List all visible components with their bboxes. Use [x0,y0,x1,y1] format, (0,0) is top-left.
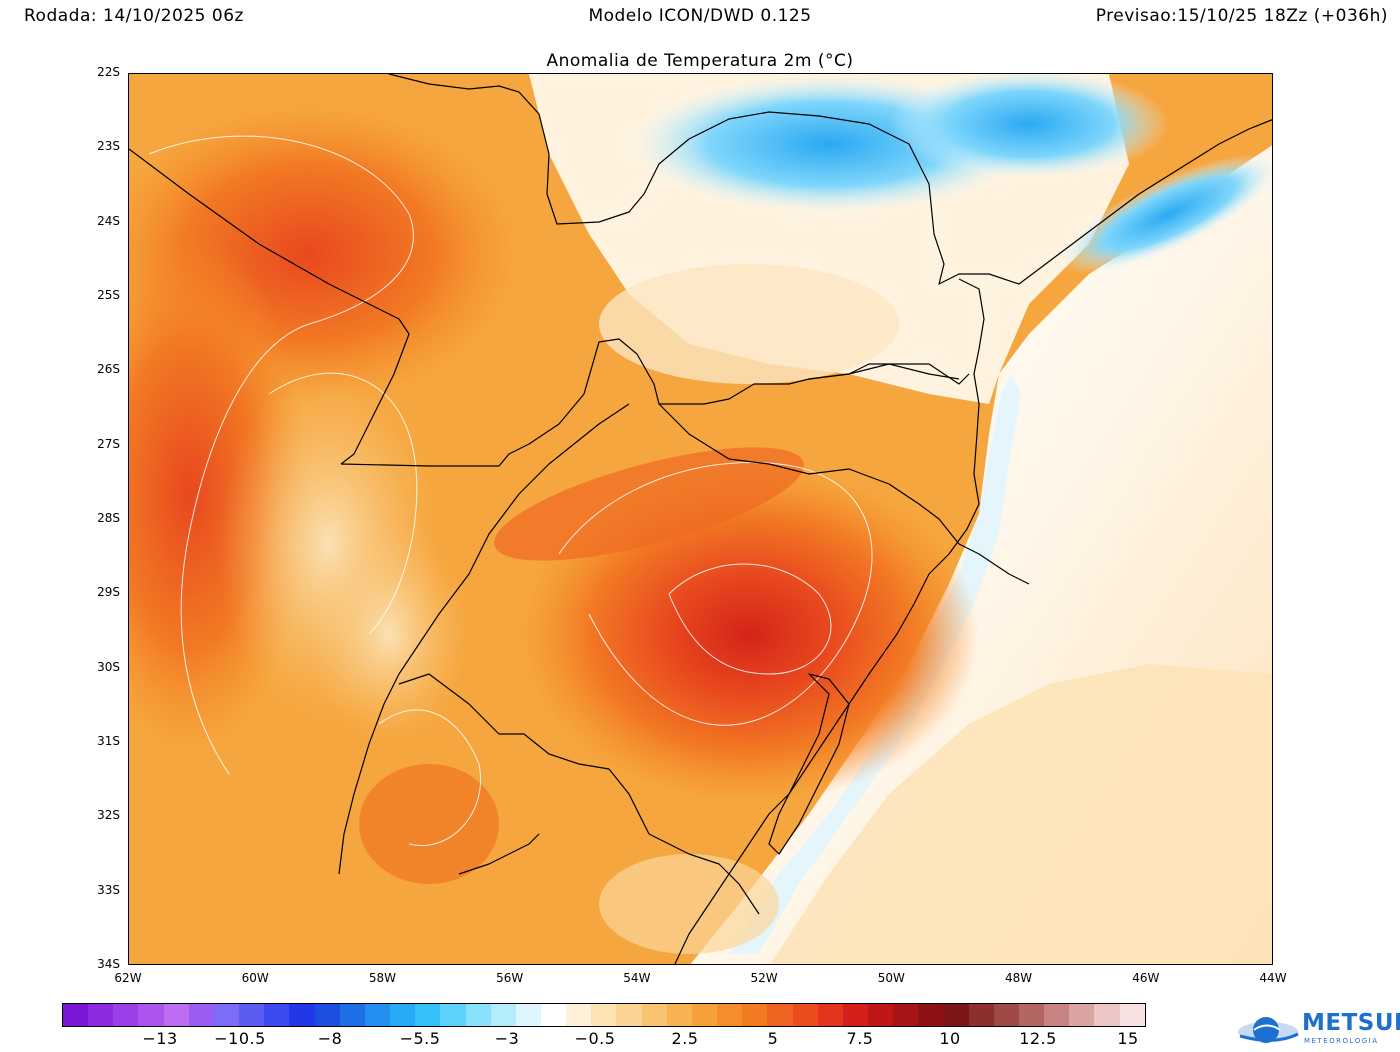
colorbar-swatch [163,1004,189,1026]
colorbar-swatch [490,1004,516,1026]
coast-blue-patch [1059,154,1272,274]
rs-hot-core [519,464,979,804]
longitude-label: 44W [1259,971,1287,985]
colorbar [62,1003,1146,1027]
argentina-pale-2 [309,524,469,744]
borders [129,74,1272,964]
run-time-label: Rodada: 14/10/2025 06z [24,6,244,26]
colorbar-swatch [314,1004,340,1026]
colorbar-swatch [968,1004,994,1026]
latitude-label: 30S [97,659,120,674]
globe-icon [1238,1017,1299,1043]
colorbar-label: −3 [494,1029,520,1048]
longitude-label: 60W [241,971,269,985]
colorbar-swatch [742,1004,768,1026]
latitude-label: 22S [97,65,120,79]
colorbar-label: 7.5 [846,1029,874,1048]
colorbar-label: 2.5 [671,1029,699,1048]
latitude-label: 33S [97,882,120,897]
colorbar-swatch [440,1004,466,1026]
colorbar-label: 10 [939,1029,961,1048]
latitude-label: 26S [97,362,120,377]
colorbar-swatch [1094,1004,1120,1026]
latitude-label: 23S [97,139,120,154]
colorbar-swatch [88,1004,114,1026]
colorbar-swatch [993,1004,1019,1026]
colorbar-swatch [415,1004,441,1026]
colorbar-swatch [566,1004,592,1026]
longitude-label: 50W [877,971,905,985]
colorbar-swatch [264,1004,290,1026]
latitude-label: 31S [97,734,120,748]
colorbar-swatch [943,1004,969,1026]
colorbar-swatch [591,1004,617,1026]
longitude-label: 54W [623,971,651,985]
colorbar-swatch [1119,1004,1145,1026]
uruguay-hot [359,764,499,884]
contour-lines [148,135,873,846]
colorbar-swatch [63,1004,89,1026]
colorbar-swatch [540,1004,567,1026]
colorbar-swatch [138,1004,164,1026]
pale-band [599,264,899,384]
colorbar-label: −10.5 [214,1029,266,1048]
map-title: Anomalia de Temperatura 2m (°C) [546,51,854,71]
colorbar-swatch [339,1004,365,1026]
colorbar-label: 12.5 [1019,1029,1057,1048]
colorbar-swatch [918,1004,944,1026]
latitude-label: 34S [97,957,120,971]
colorbar-swatch [792,1004,818,1026]
colorbar-swatch [666,1004,692,1026]
anomaly-map [128,73,1273,965]
longitude-label: 58W [368,971,396,985]
colorbar-swatch [188,1004,214,1026]
longitude-label: 56W [496,971,524,985]
longitude-label: 48W [1004,971,1033,985]
longitude-label: 52W [750,971,778,985]
ocean-warm-band [770,664,1272,964]
colorbar-swatch [390,1004,416,1026]
model-label: Modelo ICON/DWD 0.125 [588,6,812,26]
latitude-label: 27S [97,436,120,451]
latitude-label: 32S [97,808,120,823]
colorbar-label: 5 [767,1029,779,1048]
colorbar-swatch [717,1004,743,1026]
colorbar-swatch [842,1004,868,1026]
latitude-label: 25S [97,288,120,302]
colorbar-swatch [616,1004,642,1026]
colorbar-swatch [1069,1004,1095,1026]
latitude-label: 28S [97,511,120,525]
logo-name: METSUL [1302,1010,1400,1036]
colorbar-swatch [691,1004,718,1026]
logo-subtitle: METEOROLOGIA [1304,1037,1379,1045]
colorbar-label: −8 [317,1029,343,1048]
north-blue-patch-2 [889,74,1169,179]
rs-hot-band [494,447,804,561]
colorbar-swatch [1018,1004,1045,1026]
colorbar-swatch [515,1004,541,1026]
colorbar-swatch [817,1004,843,1026]
latitude-label: 29S [97,585,120,600]
colorbar-swatch [289,1004,315,1026]
colorbar-swatch [364,1004,391,1026]
longitude-label: 62W [114,971,142,985]
colorbar-swatch [1044,1004,1070,1026]
colorbar-swatch [893,1004,919,1026]
latitude-label: 24S [97,213,120,228]
longitude-label: 46W [1132,971,1160,985]
colorbar-label: 15 [1117,1029,1139,1048]
forecast-time-label: Previsao:15/10/25 18Zz (+036h) [1095,6,1388,26]
colorbar-swatch [239,1004,265,1026]
colorbar-label: −0.5 [574,1029,616,1048]
colorbar-swatch [767,1004,793,1026]
colorbar-swatch [641,1004,667,1026]
colorbar-swatch [213,1004,240,1026]
colorbar-swatch [465,1004,491,1026]
colorbar-swatch [868,1004,894,1026]
colorbar-label: −5.5 [399,1029,441,1048]
colorbar-label: −13 [142,1029,178,1048]
colorbar-swatch [113,1004,139,1026]
